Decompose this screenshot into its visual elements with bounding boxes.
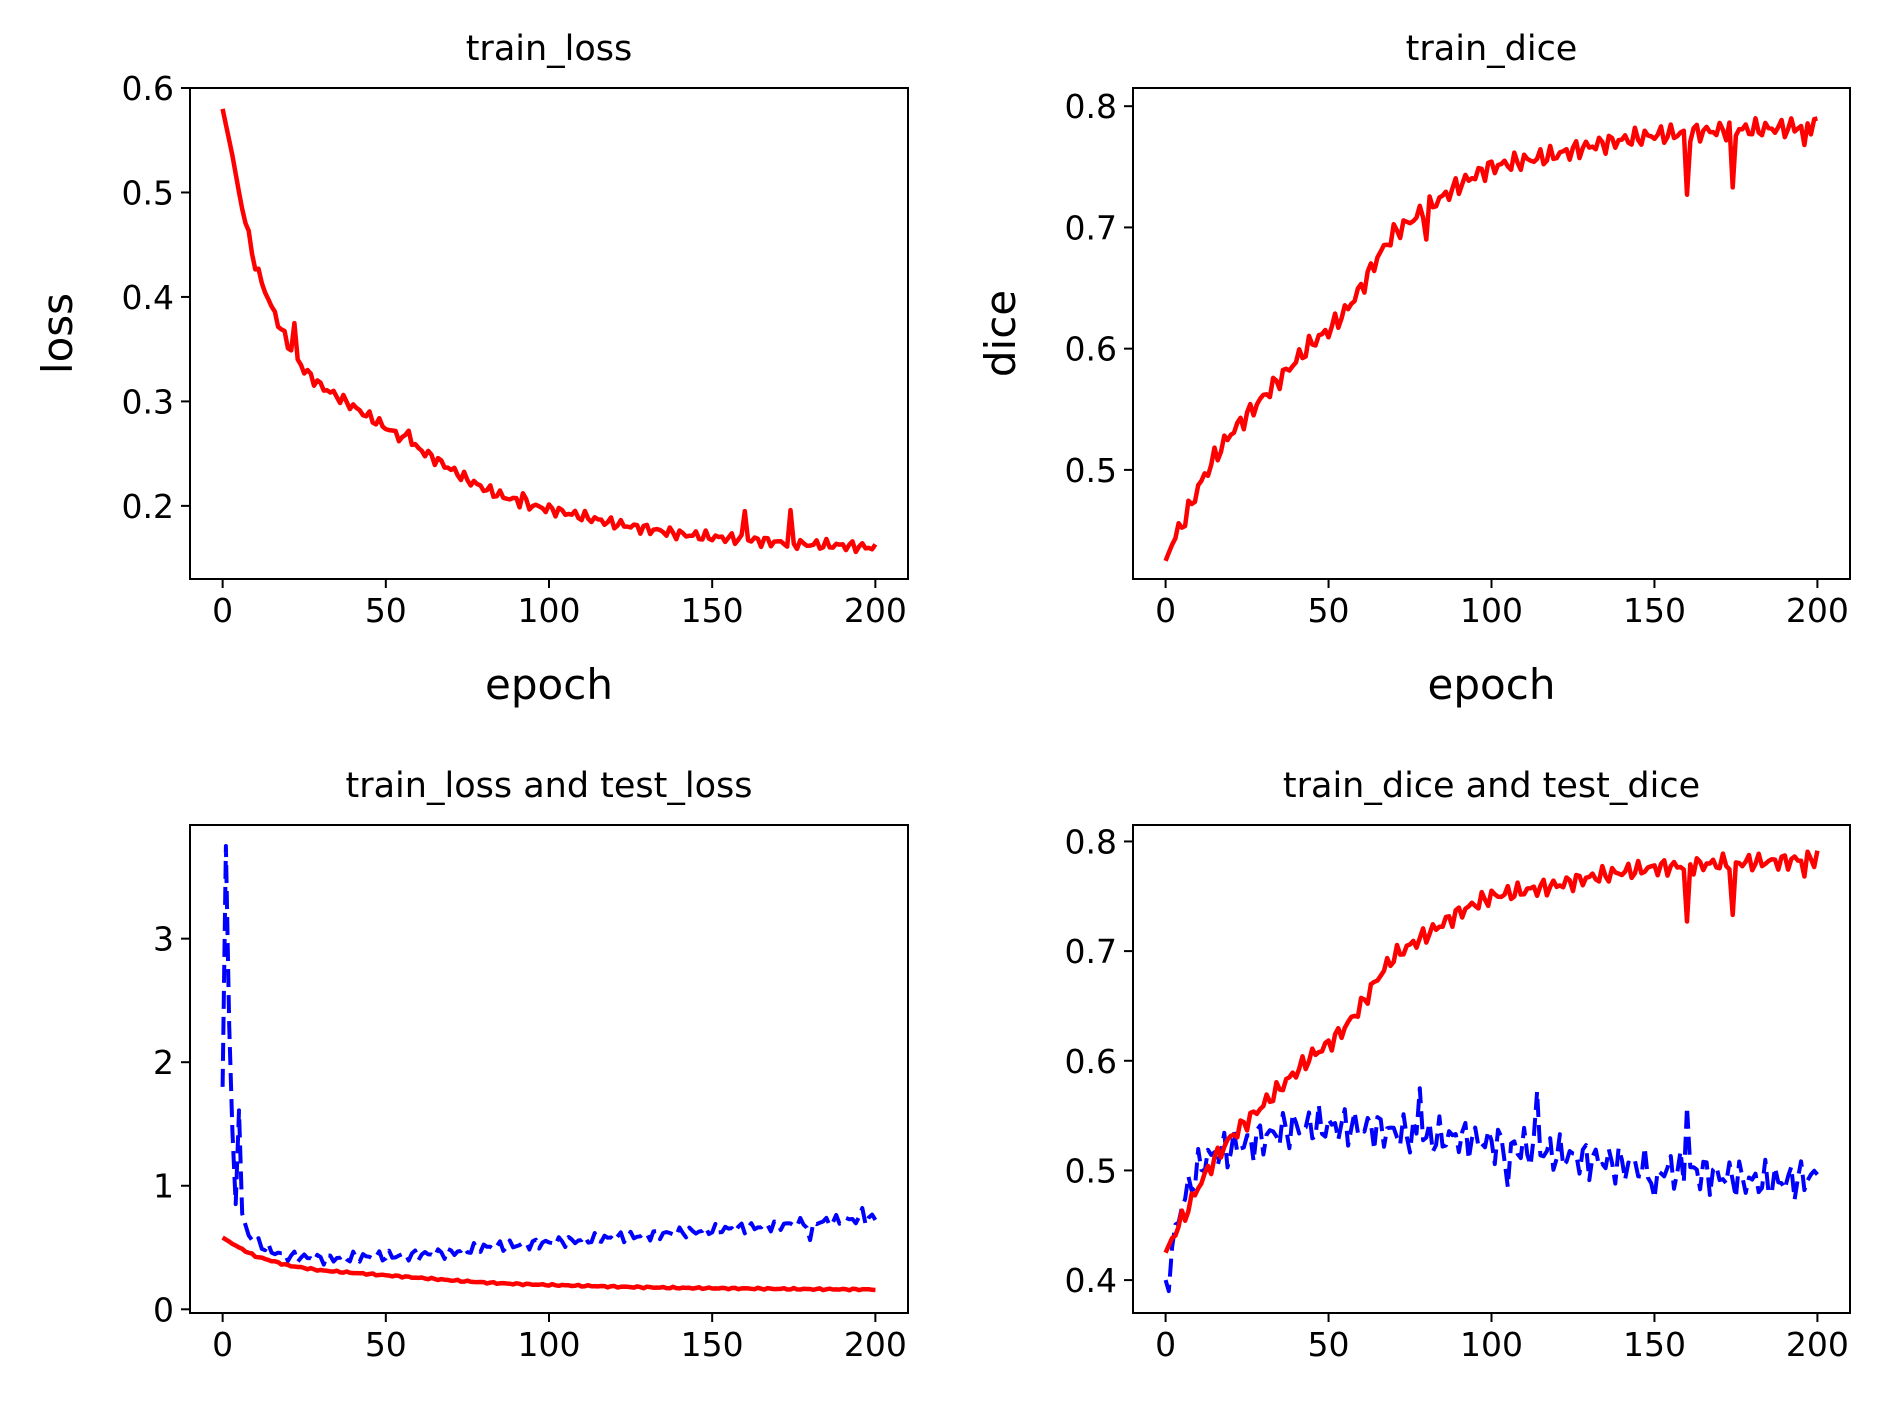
x-tick-label: 50 xyxy=(365,1325,407,1364)
x-tick-label: 50 xyxy=(1308,591,1350,630)
y-tick-label: 0.7 xyxy=(1065,208,1117,247)
subplot-title: train_loss xyxy=(466,29,633,69)
train-series-line xyxy=(1163,116,1818,562)
train-series-line xyxy=(220,108,878,555)
y-tick-label: 0.3 xyxy=(122,382,174,421)
y-tick-label: 3 xyxy=(153,920,174,959)
x-tick-label: 100 xyxy=(518,591,581,630)
x-tick-label: 0 xyxy=(1155,1325,1176,1364)
train-series-line xyxy=(221,1235,876,1293)
x-tick-label: 0 xyxy=(212,1325,233,1364)
x-tick-label: 150 xyxy=(681,1325,744,1364)
x-tick-label: 150 xyxy=(1623,591,1686,630)
x-tick-label: 200 xyxy=(1786,591,1849,630)
y-tick-label: 0.4 xyxy=(1065,1261,1117,1300)
y-tick-label: 0.5 xyxy=(1065,1151,1117,1190)
subplot-title: train_loss and test_loss xyxy=(346,766,753,806)
y-tick-label: 0.6 xyxy=(1065,1042,1117,1081)
x-tick-label: 200 xyxy=(1786,1325,1849,1364)
x-axis-label: epoch xyxy=(1428,660,1556,709)
x-tick-label: 100 xyxy=(1460,1325,1523,1364)
y-tick-label: 0.8 xyxy=(1065,822,1117,861)
x-tick-label: 100 xyxy=(518,1325,581,1364)
x-tick-label: 0 xyxy=(212,591,233,630)
x-tick-label: 150 xyxy=(681,591,744,630)
subplot-title: train_dice xyxy=(1406,29,1578,69)
y-tick-label: 0.5 xyxy=(1065,451,1117,490)
y-tick-label: 2 xyxy=(153,1043,174,1082)
y-tick-label: 0.4 xyxy=(122,278,174,317)
x-tick-label: 200 xyxy=(844,591,907,630)
y-tick-label: 1 xyxy=(153,1167,174,1206)
y-tick-label: 0.6 xyxy=(1065,330,1117,369)
x-axis-label: epoch xyxy=(485,660,613,709)
y-tick-label: 0.5 xyxy=(122,173,174,212)
x-tick-label: 200 xyxy=(844,1325,907,1364)
x-tick-label: 0 xyxy=(1155,591,1176,630)
x-tick-label: 150 xyxy=(1623,1325,1686,1364)
test-series-line xyxy=(220,844,878,1267)
y-tick-label: 0 xyxy=(153,1290,174,1329)
subplot-4: 0 50 100 150 200 0.4 0.5 0.6 0.7 0.8 train_dice an… xyxy=(1065,766,1851,1364)
subplot-1: 0 50 100 150 200 0.2 0.3 0.4 0.5 0.6 train_lossepo… xyxy=(33,29,909,709)
y-axis-label: dice xyxy=(976,290,1025,377)
subplot-3: 0 50 100 150 200 0 1 2 3 train_loss and test_loss xyxy=(153,766,909,1364)
y-axis-label: loss xyxy=(33,293,82,374)
axes-frame xyxy=(189,824,909,1314)
y-tick-label: 0.8 xyxy=(1065,87,1117,126)
x-tick-label: 50 xyxy=(365,591,407,630)
train-series-line xyxy=(1163,849,1820,1254)
y-tick-label: 0.6 xyxy=(122,69,174,108)
test-series-line xyxy=(1163,1086,1819,1294)
y-tick-label: 0.7 xyxy=(1065,932,1117,971)
subplot-title: train_dice and test_dice xyxy=(1283,766,1700,806)
y-tick-label: 0.2 xyxy=(122,487,174,526)
x-tick-label: 50 xyxy=(1308,1325,1350,1364)
x-tick-label: 100 xyxy=(1460,591,1523,630)
